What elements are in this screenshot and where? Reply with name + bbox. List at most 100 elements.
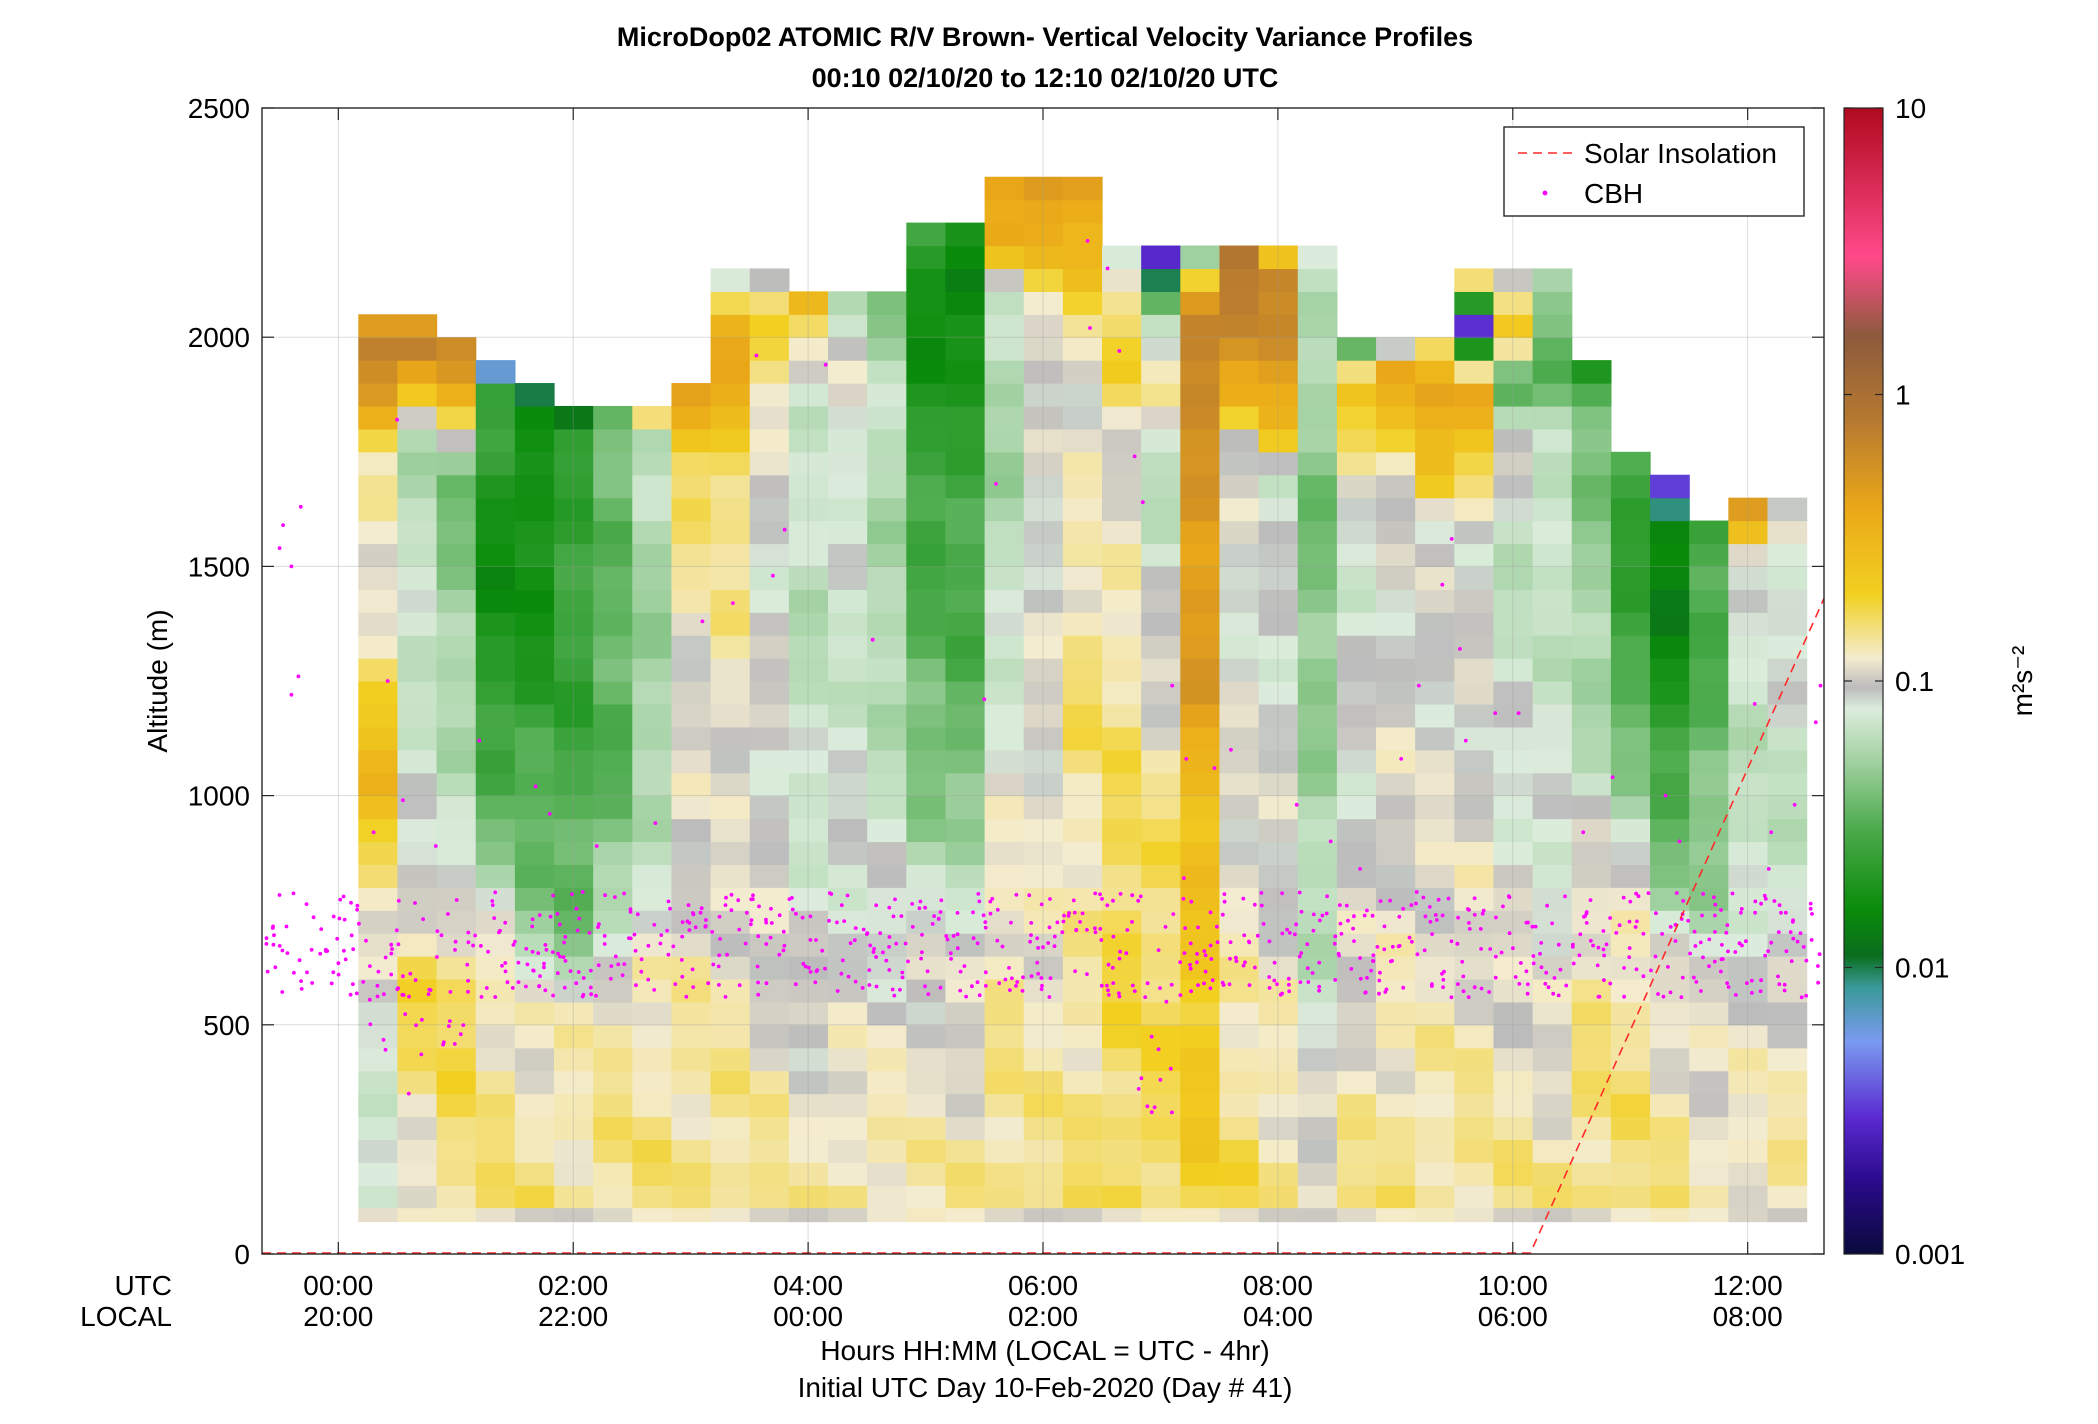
- heatmap-cell: [1102, 749, 1142, 774]
- heatmap-cell: [1336, 1139, 1377, 1163]
- cbh-point: [1294, 922, 1298, 927]
- cbh-point: [988, 911, 993, 916]
- y-axis-label: Altitude (m): [142, 609, 173, 752]
- colorbar-tick-label: 0.001: [1895, 1239, 1965, 1270]
- heatmap-cell: [358, 795, 399, 820]
- heatmap-cell: [1297, 451, 1338, 476]
- heatmap-cell: [1767, 1116, 1808, 1140]
- heatmap-cell: [1454, 1162, 1495, 1186]
- cbh-point: [581, 992, 586, 997]
- heatmap-cell: [632, 703, 673, 728]
- cbh-point: [736, 898, 741, 903]
- heatmap-cell: [475, 818, 516, 843]
- heatmap-cell: [632, 520, 673, 545]
- heatmap-cell: [1376, 749, 1416, 774]
- heatmap-cell: [1415, 1093, 1455, 1118]
- heatmap-cell: [475, 1116, 516, 1140]
- heatmap-cell: [867, 1093, 907, 1118]
- heatmap-cell: [632, 566, 673, 590]
- heatmap-cell: [554, 1116, 594, 1140]
- cbh-point: [1776, 974, 1780, 979]
- cbh-point: [264, 936, 269, 941]
- cbh-point: [995, 938, 1000, 943]
- cbh-point: [1188, 941, 1193, 946]
- cbh-point: [1060, 930, 1065, 935]
- heatmap-cell: [984, 543, 1025, 567]
- cbh-point: [543, 988, 548, 993]
- cbh-point: [465, 962, 470, 967]
- heatmap-cell: [749, 795, 790, 820]
- cbh-point: [1203, 953, 1208, 958]
- cbh-point: [1739, 910, 1743, 915]
- heatmap-cell: [1336, 451, 1377, 476]
- heatmap-cell: [1650, 1139, 1690, 1163]
- cbh-point: [435, 929, 440, 933]
- cbh-point: [867, 968, 872, 972]
- cbh-point: [1519, 961, 1523, 965]
- heatmap-cell: [1415, 1139, 1455, 1163]
- heatmap-cell: [1062, 428, 1103, 453]
- heatmap-cell: [671, 1162, 712, 1186]
- heatmap-cell: [1767, 1208, 1808, 1223]
- heatmap-cell: [1610, 681, 1651, 705]
- heatmap-cell: [1062, 681, 1103, 705]
- cbh-point: [1601, 929, 1606, 933]
- heatmap-cell: [906, 956, 947, 980]
- heatmap-cell: [788, 887, 829, 911]
- cbh-point: [581, 976, 586, 980]
- heatmap-cell: [1102, 818, 1142, 843]
- heatmap-cell: [1102, 245, 1142, 270]
- cbh-point: [839, 903, 844, 908]
- heatmap-cell: [1062, 910, 1103, 934]
- cbh-point: [1317, 960, 1322, 965]
- cbh-point: [305, 970, 309, 975]
- cbh-point: [349, 933, 354, 938]
- heatmap-cell: [1415, 1024, 1455, 1049]
- cbh-point: [1713, 930, 1717, 934]
- cbh-point: [1456, 915, 1460, 920]
- heatmap-cell: [1180, 451, 1221, 476]
- heatmap-cell: [514, 566, 555, 590]
- heatmap-cell: [906, 337, 947, 361]
- heatmap-cell: [1180, 405, 1221, 430]
- heatmap-cell: [593, 703, 633, 728]
- heatmap-cell: [475, 795, 516, 820]
- cbh-point: [396, 942, 401, 947]
- heatmap-cell: [1454, 314, 1495, 338]
- heatmap-cell: [1767, 635, 1808, 659]
- heatmap-cell: [475, 566, 516, 590]
- heatmap-cell: [984, 1093, 1025, 1118]
- heatmap-cell: [1297, 910, 1338, 934]
- heatmap-cell: [1297, 245, 1338, 270]
- cbh-point: [1525, 982, 1530, 987]
- heatmap-cell: [788, 749, 829, 774]
- heatmap-cell: [671, 1116, 712, 1140]
- heatmap-cell: [1415, 405, 1455, 430]
- cbh-point: [1099, 983, 1104, 988]
- heatmap-cell: [1728, 1185, 1769, 1209]
- cbh-point: [646, 977, 651, 982]
- heatmap-cell: [1610, 841, 1651, 865]
- heatmap-cell: [358, 1208, 399, 1223]
- cbh-point: [1247, 983, 1252, 987]
- cbh-point: [503, 920, 508, 925]
- heatmap-cell: [1689, 749, 1729, 774]
- cbh-point: [550, 950, 555, 954]
- heatmap-cell: [1571, 428, 1612, 453]
- cbh-point: [1641, 974, 1646, 979]
- heatmap-cell: [1023, 1139, 1064, 1163]
- heatmap-cell: [475, 864, 516, 888]
- heatmap-cell: [436, 566, 477, 590]
- cbh-point: [1730, 891, 1735, 896]
- heatmap-cell: [867, 337, 907, 361]
- heatmap-cell: [1336, 383, 1377, 407]
- cbh-point: [1099, 938, 1104, 942]
- heatmap-cell: [1102, 383, 1142, 407]
- cbh-point: [1093, 926, 1097, 931]
- cbh-point: [531, 968, 535, 973]
- cbh-point: [868, 943, 873, 948]
- heatmap-cell: [1219, 383, 1260, 407]
- heatmap-cell: [1415, 956, 1455, 980]
- heatmap-cell: [475, 589, 516, 613]
